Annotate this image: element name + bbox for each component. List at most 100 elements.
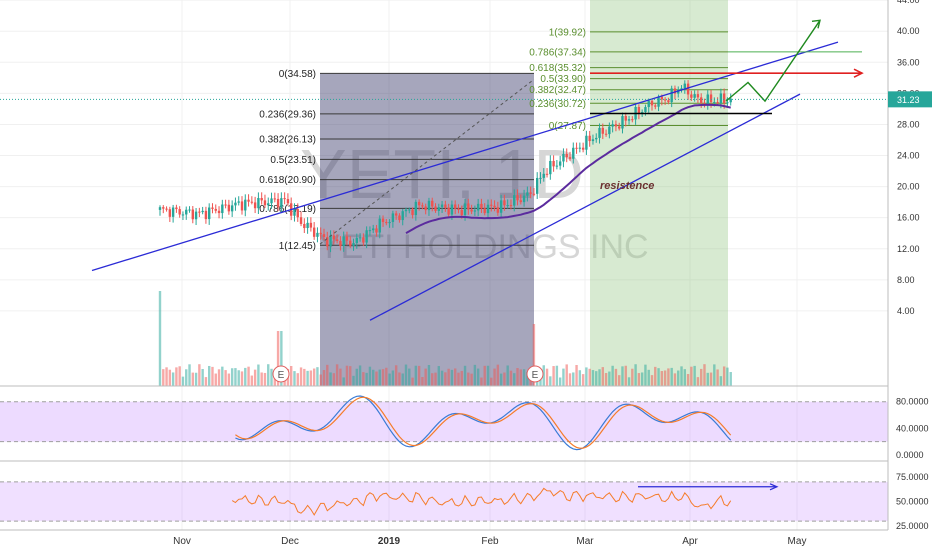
volume-bar: [654, 366, 657, 386]
volume-bar: [267, 364, 270, 386]
candle-body: [355, 237, 358, 244]
volume-bar: [388, 373, 391, 386]
volume-bar: [480, 377, 483, 386]
candle-body: [257, 198, 260, 209]
candle-body: [552, 160, 555, 167]
price-tick-label: 24.00: [897, 151, 920, 161]
candle-body: [253, 202, 257, 209]
candle-body: [385, 221, 388, 224]
candle-body: [470, 209, 473, 212]
candle-body: [280, 198, 283, 208]
volume-bar: [391, 370, 395, 386]
rsi-tick-label: 25.0000: [896, 521, 929, 531]
volume-bar: [496, 364, 500, 386]
candle-body: [398, 215, 401, 221]
volume-bar: [385, 367, 388, 386]
volume-bar: [526, 371, 529, 386]
candle-body: [473, 210, 477, 212]
candle-body: [700, 97, 703, 103]
candle-body: [204, 210, 208, 220]
candle-body: [296, 209, 299, 218]
volume-bar: [595, 371, 598, 386]
candle-body: [585, 135, 588, 150]
candle-body: [342, 236, 345, 246]
volume-bar: [162, 369, 165, 386]
volume-bar: [273, 377, 276, 386]
x-tick-label: Dec: [281, 536, 299, 547]
volume-bar: [519, 369, 522, 386]
candle-body: [178, 209, 181, 215]
watermark-symbol: YETI, 1D: [300, 135, 584, 213]
volume-bar: [398, 372, 401, 386]
candle-body: [273, 198, 276, 200]
candle-body: [454, 204, 457, 209]
candle-body: [595, 137, 598, 140]
candle-body: [686, 83, 690, 95]
volume-bar: [312, 368, 316, 386]
volume-bar: [588, 368, 591, 386]
candle-body: [244, 199, 247, 211]
candle-body: [581, 147, 585, 150]
volume-bar: [303, 368, 306, 386]
indicator-panes: [0, 385, 888, 531]
candle-body: [365, 230, 368, 243]
candle-body: [496, 207, 500, 213]
last-price-badge: [888, 91, 932, 108]
volume-bar: [290, 366, 293, 386]
candle-body: [188, 209, 191, 211]
candle-body: [424, 206, 427, 211]
volume-bar: [506, 365, 509, 386]
candle-body: [158, 207, 162, 210]
candle-body: [706, 94, 709, 106]
volume-bar: [230, 368, 234, 386]
volume-bar: [178, 366, 181, 386]
candle-body: [276, 198, 280, 208]
watermark-name: YETI HOLDINGS INC: [318, 228, 649, 266]
price-tick-label: 28.00: [897, 119, 920, 129]
candle-body: [319, 232, 322, 235]
candle-body: [624, 116, 627, 121]
volume-bar: [706, 372, 709, 386]
candle-body: [201, 210, 204, 213]
volume-bar: [522, 369, 526, 386]
candle-body: [404, 209, 408, 212]
candle-body: [591, 139, 595, 142]
candle-body: [519, 200, 522, 203]
volume-bar: [608, 371, 611, 386]
candle-body: [562, 153, 565, 162]
volume-bar: [411, 377, 414, 386]
volume-bar: [503, 372, 506, 386]
candle-body: [486, 204, 490, 214]
candle-body: [211, 207, 214, 209]
candle-body: [286, 199, 290, 204]
candle-body: [549, 160, 552, 175]
volume-bar: [355, 368, 358, 386]
volume-bar: [362, 372, 365, 386]
volume-bar: [722, 366, 726, 386]
volume-bar: [165, 367, 168, 386]
volume-bar: [329, 372, 332, 386]
volume-bar: [644, 364, 647, 386]
fib2-level-label: 0.382(32.47): [529, 85, 586, 96]
volume-bar: [381, 369, 385, 386]
volume-bar: [378, 369, 381, 386]
candle-body: [696, 94, 700, 98]
volume-bar: [565, 364, 568, 386]
volume-bar: [657, 368, 660, 386]
candle-body: [673, 88, 677, 94]
fib1-level-label: 0.618(20.90): [259, 175, 316, 186]
volume-bar: [326, 364, 329, 386]
candle-body: [414, 201, 418, 216]
volume-bar: [257, 364, 260, 386]
candle-body: [480, 203, 483, 209]
stoch-tick-label: 0.0000: [896, 450, 924, 460]
x-tick-label: Nov: [173, 536, 191, 547]
volume-bar: [250, 375, 254, 386]
candle-body: [532, 193, 536, 195]
candle-body: [522, 195, 526, 203]
candle-body: [460, 209, 463, 216]
candle-body: [270, 198, 273, 204]
candle-body: [345, 236, 349, 241]
volume-bar: [473, 364, 477, 386]
